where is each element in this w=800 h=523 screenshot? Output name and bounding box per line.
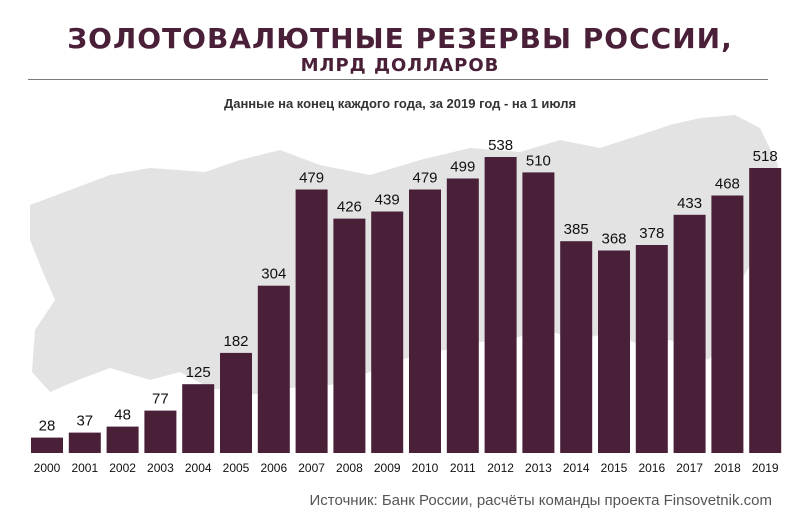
year-label-2000: 2000 bbox=[34, 461, 61, 475]
chart-title: ЗОЛОТОВАЛЮТНЫЕ РЕЗЕРВЫ РОССИИ, bbox=[67, 22, 733, 55]
bar-2010 bbox=[409, 189, 441, 453]
year-label-2009: 2009 bbox=[374, 461, 401, 475]
bar-2018 bbox=[711, 195, 744, 453]
chart-subtitle: МЛРД ДОЛЛАРОВ bbox=[300, 55, 500, 76]
bar-2014 bbox=[560, 241, 593, 453]
year-label-2004: 2004 bbox=[185, 461, 212, 475]
bar-2013 bbox=[522, 172, 555, 453]
value-label-2006: 304 bbox=[261, 266, 286, 283]
value-label-2015: 368 bbox=[601, 231, 626, 248]
title-divider bbox=[28, 79, 768, 80]
bar-2017 bbox=[673, 214, 706, 453]
bar-2009 bbox=[371, 211, 404, 453]
value-label-2009: 439 bbox=[375, 192, 400, 209]
chart-note: Данные на конец каждого года, за 2019 го… bbox=[223, 96, 577, 111]
year-label-2006: 2006 bbox=[260, 461, 287, 475]
bar-2004 bbox=[182, 384, 215, 453]
source-note: Источник: Банк России, расчёты команды п… bbox=[309, 492, 772, 509]
year-label-2013: 2013 bbox=[525, 461, 552, 475]
bar-2007 bbox=[295, 189, 328, 453]
year-label-2008: 2008 bbox=[336, 461, 363, 475]
bar-2011 bbox=[446, 178, 479, 453]
year-label-2019: 2019 bbox=[752, 461, 779, 475]
year-label-2002: 2002 bbox=[109, 461, 136, 475]
year-label-2010: 2010 bbox=[412, 461, 439, 475]
bar-2003 bbox=[144, 410, 177, 453]
bar-2005 bbox=[220, 352, 252, 453]
value-label-2001: 37 bbox=[76, 413, 93, 430]
year-label-2018: 2018 bbox=[714, 461, 741, 475]
bar-2000 bbox=[31, 437, 63, 453]
bar-2002 bbox=[106, 426, 139, 453]
value-label-2002: 48 bbox=[114, 407, 131, 424]
bar-2012 bbox=[484, 157, 517, 453]
year-label-2015: 2015 bbox=[601, 461, 628, 475]
bar-2001 bbox=[68, 432, 101, 453]
year-label-2001: 2001 bbox=[71, 461, 98, 475]
year-label-2011: 2011 bbox=[450, 461, 476, 475]
value-label-2019: 518 bbox=[753, 148, 778, 165]
year-label-2017: 2017 bbox=[676, 461, 703, 475]
year-label-2012: 2012 bbox=[487, 461, 514, 475]
year-label-2014: 2014 bbox=[563, 461, 590, 475]
bar-2016 bbox=[635, 245, 668, 453]
value-label-2005: 182 bbox=[223, 333, 248, 350]
value-label-2016: 378 bbox=[639, 225, 664, 242]
value-label-2017: 433 bbox=[677, 195, 702, 212]
bar-2006 bbox=[257, 285, 290, 453]
value-label-2012: 538 bbox=[488, 137, 513, 154]
year-label-2007: 2007 bbox=[298, 461, 325, 475]
value-label-2011: 499 bbox=[450, 159, 475, 176]
bar-2019 bbox=[749, 168, 782, 453]
year-label-2003: 2003 bbox=[147, 461, 174, 475]
value-label-2007: 479 bbox=[299, 170, 324, 187]
value-label-2013: 510 bbox=[526, 152, 551, 169]
value-label-2010: 479 bbox=[412, 170, 437, 187]
bar-2015 bbox=[598, 250, 630, 453]
bar-2008 bbox=[333, 218, 366, 453]
year-label-2005: 2005 bbox=[223, 461, 250, 475]
year-label-2016: 2016 bbox=[638, 461, 665, 475]
value-label-2008: 426 bbox=[337, 199, 362, 216]
value-label-2003: 77 bbox=[152, 391, 169, 408]
value-label-2000: 28 bbox=[39, 418, 56, 435]
value-label-2014: 385 bbox=[564, 221, 589, 238]
value-label-2004: 125 bbox=[186, 364, 211, 381]
value-label-2018: 468 bbox=[715, 176, 740, 193]
